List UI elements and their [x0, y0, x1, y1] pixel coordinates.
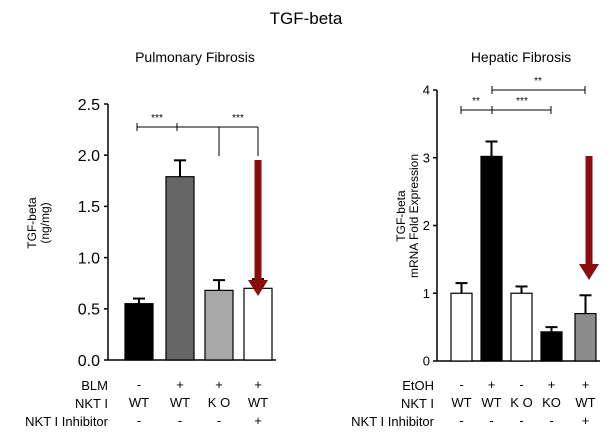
- condition-label-etoh: EtOH: [402, 378, 434, 393]
- figure-title: TGF-beta: [269, 9, 343, 28]
- condition-value: -: [137, 377, 141, 392]
- condition-value: -: [459, 413, 463, 428]
- condition-value: +: [215, 377, 223, 392]
- condition-value: -: [489, 413, 493, 428]
- y-tick-label: 0.5: [78, 302, 100, 319]
- condition-value: +: [582, 413, 590, 428]
- condition-value: +: [582, 377, 590, 392]
- bar: [204, 289, 234, 361]
- significance-marker: **: [472, 96, 480, 107]
- condition-value: -: [137, 413, 141, 428]
- condition-value: K O: [208, 395, 230, 410]
- y-tick-label: 2.5: [78, 97, 100, 114]
- condition-value: WT: [170, 395, 190, 410]
- condition-value: KO: [542, 395, 561, 410]
- condition-value: +: [548, 377, 556, 392]
- significance-marker: ***: [151, 113, 163, 124]
- condition-label-nkt: NKT I: [401, 396, 434, 411]
- bar: [540, 331, 563, 362]
- condition-value: K O: [510, 395, 532, 410]
- y-tick-label: 0: [423, 354, 430, 369]
- y-tick-label: 1.0: [78, 250, 100, 267]
- bar: [510, 292, 533, 362]
- down-arrow-head: [248, 280, 268, 296]
- condition-label-nkt: NKT I: [75, 396, 108, 411]
- condition-value: WT: [451, 395, 471, 410]
- condition-value: WT: [248, 395, 268, 410]
- y-tick-label: 2.0: [78, 148, 100, 165]
- significance-marker: ***: [516, 96, 528, 107]
- y-tick-label: 2: [423, 218, 430, 233]
- condition-value: +: [254, 377, 262, 392]
- condition-value: WT: [575, 395, 595, 410]
- condition-value: -: [549, 413, 553, 428]
- bar: [124, 303, 154, 361]
- bar: [165, 176, 195, 361]
- panel-title-hepatic: Hepatic Fibrosis: [470, 49, 572, 65]
- bar: [480, 155, 503, 362]
- y-tick-label: 3: [423, 150, 430, 165]
- condition-value: -: [217, 413, 221, 428]
- significance-marker: **: [534, 76, 542, 87]
- condition-label-blm: BLM: [81, 378, 108, 393]
- y-tick-label: 0.0: [78, 353, 100, 370]
- condition-label-inhibitor: NKT I Inhibitor: [351, 414, 434, 429]
- y-tick-label: 1.5: [78, 199, 100, 216]
- down-arrow-head: [579, 264, 599, 280]
- condition-value: +: [176, 377, 184, 392]
- condition-value: +: [254, 413, 262, 428]
- condition-value: -: [178, 413, 182, 428]
- condition-value: -: [459, 377, 463, 392]
- bar: [243, 287, 273, 361]
- condition-label-inhibitor: NKT I Inhibitor: [25, 414, 108, 429]
- y-tick-label: 1: [423, 286, 430, 301]
- y-tick-label: 4: [423, 83, 430, 98]
- condition-value: WT: [481, 395, 501, 410]
- bar: [574, 312, 597, 362]
- bar: [450, 292, 473, 362]
- condition-value: -: [519, 377, 523, 392]
- panel-title-pulmonary: Pulmonary Fibrosis: [135, 49, 255, 65]
- condition-value: +: [488, 377, 496, 392]
- condition-value: WT: [129, 395, 149, 410]
- condition-value: -: [519, 413, 523, 428]
- significance-marker: ***: [232, 113, 244, 124]
